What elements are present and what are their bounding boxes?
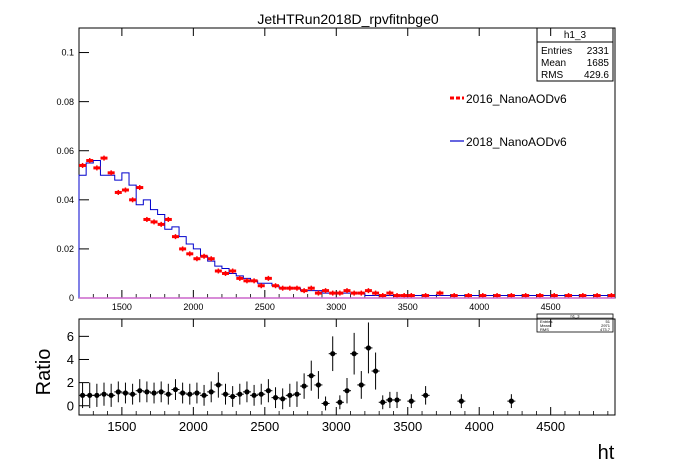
stats-bottom-label-rms: RMS: [540, 327, 549, 332]
ratio-point: [323, 401, 328, 406]
ratio-point: [80, 393, 85, 398]
stats-value-entries: 2331: [587, 46, 610, 57]
stats-box-top: h1_3 Entries 2331 Mean 1685 RMS 429.6: [537, 28, 613, 81]
main-y-tick-label: 0.04: [56, 195, 74, 205]
ratio-point: [359, 382, 364, 387]
ratio-point: [459, 399, 464, 404]
legend-label-2018: 2018_NanoAODv6: [466, 135, 567, 149]
ratio-x-tick-label: 2500: [250, 419, 279, 434]
stats-box-title: h1_3: [564, 30, 587, 41]
ratio-point: [166, 392, 171, 397]
main-y-tick-label: 0.06: [56, 146, 74, 156]
main-x-tick-label: 2000: [183, 302, 203, 312]
ratio-point: [151, 390, 156, 395]
ratio-point: [223, 392, 228, 397]
main-y-tick-label: 0.02: [56, 244, 74, 254]
main-x-tick-label: 2500: [255, 302, 275, 312]
ratio-point: [366, 345, 371, 350]
ratio-point: [337, 400, 342, 405]
ratio-y-tick-label: 6: [67, 329, 74, 344]
ratio-point: [280, 396, 285, 401]
ratio-x-tick-label: 3000: [322, 419, 351, 434]
ratio-point: [302, 383, 307, 388]
stats-box-bottom: h1_3 Entries 51 Mean 2971 RMS 473.7: [537, 314, 613, 333]
ratio-point: [144, 389, 149, 394]
main-y-tick-label: 0.08: [56, 97, 74, 107]
main-x-tick-label: 3000: [326, 302, 346, 312]
stats-label-rms: RMS: [541, 70, 564, 81]
ratio-point: [309, 373, 314, 378]
ratio-point: [259, 392, 264, 397]
main-x-tick-label: 4500: [541, 302, 561, 312]
stats-bottom-value-rms: 473.7: [600, 327, 611, 332]
ratio-point: [159, 389, 164, 394]
ratio-x-tick-label: 3500: [393, 419, 422, 434]
ratio-point: [130, 392, 135, 397]
ratio-point: [137, 388, 142, 393]
ratio-x-tick-label: 4500: [536, 419, 565, 434]
main-x-tick-label: 3500: [398, 302, 418, 312]
stats-bottom-title: h1_3: [571, 314, 581, 319]
ratio-point: [209, 389, 214, 394]
ratio-point: [187, 392, 192, 397]
legend-label-2016: 2016_NanoAODv6: [466, 92, 567, 106]
stats-label-entries: Entries: [541, 46, 572, 57]
main-y-tick-label: 0.1: [61, 48, 74, 58]
ratio-point: [201, 393, 206, 398]
ratio-point: [194, 390, 199, 395]
ratio-point: [409, 399, 414, 404]
ratio-point: [180, 390, 185, 395]
ratio-point: [380, 400, 385, 405]
stats-value-rms: 429.6: [584, 70, 609, 81]
ratio-point: [423, 393, 428, 398]
stats-label-mean: Mean: [541, 58, 566, 69]
ratio-point: [266, 388, 271, 393]
ratio-point: [352, 351, 357, 356]
ratio-y-tick-label: 2: [67, 375, 74, 390]
ratio-y-axis-label: Ratio: [33, 349, 55, 396]
ratio-y-tick-label: 4: [67, 352, 74, 367]
ratio-x-tick-label: 2000: [179, 419, 208, 434]
ratio-point: [373, 368, 378, 373]
main-plot-frame: [79, 28, 615, 298]
ratio-point: [244, 389, 249, 394]
main-x-tick-label: 1500: [112, 302, 132, 312]
ratio-point: [273, 395, 278, 400]
ratio-point: [394, 397, 399, 402]
legend: 2016_NanoAODv6 2018_NanoAODv6: [450, 92, 567, 149]
ratio-point: [294, 392, 299, 397]
ratio-point: [330, 351, 335, 356]
ratio-point: [123, 390, 128, 395]
ratio-point: [230, 394, 235, 399]
ratio-point: [251, 393, 256, 398]
ratio-point: [509, 399, 514, 404]
ratio-point: [237, 392, 242, 397]
ratio-point: [316, 382, 321, 387]
ratio-point: [101, 392, 106, 397]
stats-value-mean: 1685: [587, 58, 610, 69]
ratio-point: [287, 393, 292, 398]
ratio-y-tick-label: 0: [67, 398, 74, 413]
ratio-point: [344, 388, 349, 393]
main-x-tick-label: 4000: [469, 302, 489, 312]
ratio-point: [173, 387, 178, 392]
chart-title: JetHTRun2018D_rpvfitnbge0: [257, 11, 439, 27]
ratio-point: [87, 393, 92, 398]
ratio-x-tick-label: 4000: [465, 419, 494, 434]
series-2018-line: [79, 161, 615, 298]
ratio-point: [216, 382, 221, 387]
ratio-x-tick-label: 1500: [107, 419, 136, 434]
ratio-point: [116, 389, 121, 394]
ratio-point: [109, 393, 114, 398]
ratio-point: [94, 393, 99, 398]
ratio-point: [387, 397, 392, 402]
ratio-x-axis-label: ht: [598, 442, 615, 464]
main-y-tick-label: 0: [69, 293, 74, 303]
